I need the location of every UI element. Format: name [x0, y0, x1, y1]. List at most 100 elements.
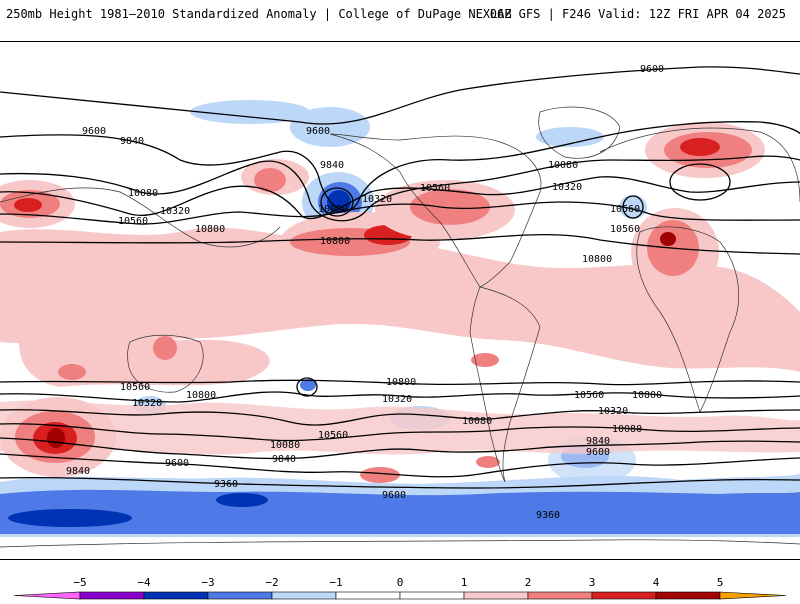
contour-label: 9600 — [382, 490, 406, 501]
contour-label: 10800 — [386, 377, 416, 388]
colorbar: −5 −4 −3 −2 −1 0 1 2 3 4 5 — [0, 570, 800, 600]
anomaly-pos2-australia — [153, 336, 177, 360]
contour-9600-south — [0, 453, 800, 478]
contour-label: 10560 — [574, 390, 604, 401]
anomaly-neg1-atl — [619, 195, 647, 219]
colorbar-tick-label: −1 — [329, 576, 342, 589]
coastline-south-america — [469, 286, 541, 483]
contour-label: 10080 — [270, 440, 300, 451]
colorbar-segment — [591, 591, 657, 600]
contour-label: 9840 — [66, 466, 90, 477]
anomaly-neg2-s-pacific — [300, 379, 316, 391]
contour-10800-north — [0, 234, 800, 255]
contour-labels: 9600 9600 9600 9840 9840 10080 10320 105… — [66, 64, 664, 521]
positive-anomaly-shading — [0, 122, 800, 483]
contour-label: 9600 — [82, 126, 106, 137]
contour-label: 9600 — [306, 126, 330, 137]
coastline-eurasia — [0, 127, 800, 248]
contour-label: 10080 — [462, 416, 492, 427]
coastline-australia — [127, 334, 204, 393]
anomaly-pos1-tropical-band — [0, 227, 800, 372]
contour-closed-hi-europe — [669, 163, 731, 201]
contour-label: 9360 — [536, 510, 560, 521]
negative-anomaly-shading — [0, 100, 800, 537]
contour-label: 10800 — [186, 390, 216, 401]
contour-label: 10320 — [160, 206, 190, 217]
anomaly-neg1-greenland — [536, 127, 604, 147]
coastline-greenland — [538, 106, 621, 159]
anomaly-pos2-indian — [58, 364, 86, 380]
contour-10080-north — [0, 155, 800, 222]
height-contours — [0, 66, 800, 489]
contour-10800-south — [0, 379, 800, 386]
contour-10320-north — [0, 176, 800, 220]
colorbar-segment — [399, 591, 465, 600]
anomaly-pos3-europe — [680, 138, 720, 156]
contour-label: 10320 — [382, 394, 412, 405]
contour-9840-north — [0, 121, 800, 211]
contour-label: 10080 — [548, 160, 578, 171]
colorbar-canvas: −5 −4 −3 −2 −1 0 1 2 3 4 5 — [13, 576, 787, 600]
contour-10560-north — [0, 201, 800, 225]
contour-label: 9360 — [214, 479, 238, 490]
contour-label: 9600 — [586, 447, 610, 458]
colorbar-segment — [463, 591, 529, 600]
contour-label: 10080 — [128, 188, 158, 199]
colorbar-tick-label: −4 — [137, 576, 151, 589]
colorbar-tick-label: −3 — [201, 576, 214, 589]
map-canvas: 9600 9600 9600 9840 9840 10080 10320 105… — [0, 64, 800, 548]
contour-9840-south — [0, 437, 800, 460]
colorbar-segment — [655, 591, 721, 600]
contour-10320-south — [0, 409, 800, 426]
colorbar-segment — [335, 591, 401, 600]
anomaly-pos3-nw-pacific — [14, 198, 42, 212]
contour-label: 9840 — [120, 136, 144, 147]
colorbar-tick-label: −5 — [73, 576, 86, 589]
colorbar-segment — [79, 591, 145, 600]
contour-label: 9840 — [272, 454, 296, 465]
contour-label: 9840 — [586, 436, 610, 447]
colorbar-tick-label: 0 — [397, 576, 404, 589]
colorbar-tick-label: −2 — [265, 576, 278, 589]
anomaly-pos4-s-pacific-big — [47, 428, 65, 448]
contour-label: 9840 — [320, 160, 344, 171]
coastline-africa — [636, 226, 740, 413]
contour-closed-lo-gulf-ak — [320, 187, 354, 217]
anomaly-neg1-arctic — [190, 100, 310, 124]
model-run-info: 06Z GFS | F246 Valid: 12Z FRI APR 04 202… — [489, 7, 786, 21]
anomaly-pos2-n-america — [410, 189, 490, 225]
anomaly-pos1-s-tropical — [19, 329, 270, 387]
colorbar-segment — [143, 591, 209, 600]
contour-label: 10560 — [610, 204, 640, 215]
anomaly-pos2-s-america — [471, 353, 499, 367]
contour-label: 10560 — [118, 216, 148, 227]
contour-label: 9600 — [165, 458, 189, 469]
contour-10560-south — [0, 391, 800, 403]
contour-label: 10080 — [318, 204, 348, 215]
contour-9360-south — [0, 476, 800, 489]
anomaly-pos3-n-africa — [660, 232, 676, 246]
contour-label: 10560 — [420, 183, 450, 194]
contour-9600-north — [0, 66, 800, 125]
contour-label: 10080 — [612, 424, 642, 435]
anomaly-pos2-s-atl — [476, 456, 500, 468]
contour-label: 10320 — [552, 182, 582, 193]
colorbar-extend-high — [719, 591, 787, 600]
anomaly-pos2-s-pacific-2 — [360, 467, 400, 483]
contour-label: 10320 — [598, 406, 628, 417]
coastline-antarctica — [0, 539, 800, 548]
contour-10080-south — [0, 423, 800, 442]
anomaly-pos1-s-ocean — [0, 400, 800, 455]
anomaly-neg3-gulf-ak — [327, 190, 351, 214]
colorbar-segment — [207, 591, 273, 600]
colorbar-segment — [527, 591, 593, 600]
colorbar-tick-label: 5 — [717, 576, 724, 589]
contour-label: 10560 — [610, 224, 640, 235]
contour-label: 10560 — [318, 430, 348, 441]
contour-label: 10560 — [120, 382, 150, 393]
contour-label: 10800 — [632, 390, 662, 401]
header: 250mb Height 1981–2010 Standardized Anom… — [0, 0, 800, 30]
contour-closed-lo-s-pacific — [296, 377, 318, 397]
anomaly-neg1-alaska — [290, 107, 370, 147]
anomaly-map: 9600 9600 9600 9840 9840 10080 10320 105… — [0, 41, 800, 560]
